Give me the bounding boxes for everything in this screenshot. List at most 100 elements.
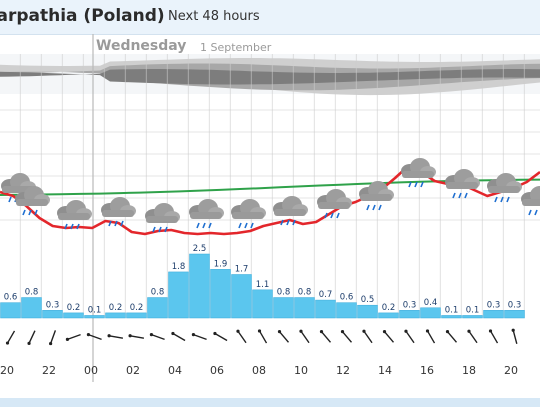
cloud-rain-icon bbox=[487, 173, 522, 203]
time-axis-label: 20 bbox=[0, 364, 14, 377]
precip-value-label: 0.2 bbox=[130, 303, 144, 313]
time-axis-label: 08 bbox=[252, 364, 266, 377]
cloud-rain-icon bbox=[359, 181, 394, 211]
rain-drop bbox=[164, 226, 168, 233]
wind-direction-arrow bbox=[467, 329, 478, 344]
rain-drop bbox=[76, 223, 80, 230]
wind-arrow-head bbox=[149, 333, 154, 337]
wind-arrow-head bbox=[362, 329, 366, 333]
forecast-range-label: Next 48 hours bbox=[168, 9, 260, 24]
precip-value-label: 0.5 bbox=[361, 295, 375, 305]
cloud-base bbox=[16, 199, 48, 206]
cloud-base bbox=[146, 216, 178, 223]
rain-drop bbox=[324, 212, 328, 219]
rain-drop bbox=[64, 223, 68, 230]
wind-direction-arrow bbox=[128, 334, 145, 339]
rain-drop bbox=[408, 181, 412, 188]
rain-drop bbox=[70, 223, 74, 230]
wind-arrow-head bbox=[511, 328, 515, 332]
precip-value-label: 0.1 bbox=[88, 305, 102, 315]
precip-value-label: 0.2 bbox=[67, 303, 81, 313]
wind-arrow-head bbox=[488, 329, 493, 333]
rain-drop bbox=[108, 220, 112, 227]
precip-value-label: 0.8 bbox=[277, 288, 291, 298]
cloud-base bbox=[102, 210, 134, 217]
time-axis-label: 12 bbox=[336, 364, 350, 377]
precip-value-label: 0.8 bbox=[151, 288, 165, 298]
precip-bar bbox=[315, 299, 336, 319]
time-axis-label: 06 bbox=[210, 364, 224, 377]
wind-arrow-shaft bbox=[67, 333, 81, 341]
cloud-base bbox=[274, 209, 306, 216]
wind-direction-arrow bbox=[319, 330, 332, 343]
cloud-base bbox=[402, 171, 434, 178]
rain-drop bbox=[202, 222, 206, 229]
precip-bar bbox=[462, 315, 483, 319]
precip-value-label: 0.1 bbox=[466, 305, 480, 315]
precip-bar bbox=[0, 302, 21, 319]
wind-direction-arrow bbox=[277, 330, 290, 343]
precip-value-label: 0.3 bbox=[46, 300, 60, 310]
cloud-rain-icon bbox=[189, 199, 224, 229]
wind-arrow-shaft bbox=[258, 330, 268, 344]
wind-direction-arrow bbox=[257, 329, 268, 344]
precip-bar bbox=[483, 310, 504, 319]
rain-drop bbox=[420, 181, 424, 188]
wind-arrow-shaft bbox=[49, 330, 57, 344]
precip-bar bbox=[147, 297, 168, 319]
wind-direction-arrow bbox=[5, 330, 16, 345]
precip-bar bbox=[168, 271, 189, 319]
wind-direction-arrow bbox=[340, 330, 353, 343]
cloud-rain-icon bbox=[445, 169, 480, 199]
wind-arrow-shaft bbox=[405, 330, 415, 344]
time-axis-label: 00 bbox=[84, 364, 98, 377]
rain-drop bbox=[158, 226, 162, 233]
wind-arrow-shaft bbox=[129, 335, 145, 339]
date-label: 1 September bbox=[200, 41, 272, 54]
rain-drop bbox=[34, 209, 38, 216]
time-axis-label: 22 bbox=[42, 364, 56, 377]
precip-value-label: 1.8 bbox=[172, 262, 186, 272]
rain-drop bbox=[378, 204, 382, 211]
time-axis-label: 04 bbox=[168, 364, 182, 377]
precip-value-label: 0.6 bbox=[4, 293, 18, 303]
precip-value-label: 0.1 bbox=[445, 305, 459, 315]
precip-value-label: 0.3 bbox=[403, 300, 417, 310]
wind-direction-arrow bbox=[191, 333, 207, 341]
precip-bar bbox=[504, 310, 525, 319]
wind-arrow-shaft bbox=[341, 331, 353, 343]
wind-direction-arrow bbox=[382, 330, 395, 343]
wind-arrow-shaft bbox=[446, 331, 458, 343]
precip-value-label: 0.7 bbox=[319, 290, 333, 300]
time-axis-label: 14 bbox=[378, 364, 392, 377]
wind-arrow-shaft bbox=[108, 335, 124, 339]
cloud-rain-icon bbox=[273, 196, 308, 226]
rain-drop bbox=[494, 196, 498, 203]
wind-direction-arrow bbox=[425, 329, 436, 344]
rain-drop bbox=[152, 226, 156, 233]
wind-arrow-head bbox=[27, 341, 31, 345]
wind-arrow-shaft bbox=[6, 330, 16, 344]
rain-drop bbox=[208, 222, 212, 229]
rain-drop bbox=[528, 209, 532, 216]
wind-direction-arrow bbox=[65, 333, 81, 341]
wind-arrow-head bbox=[445, 330, 450, 334]
precip-bar bbox=[189, 253, 210, 319]
precip-value-label: 0.2 bbox=[382, 303, 396, 313]
cloud-base bbox=[190, 212, 222, 219]
forecast-header: Carpathia (Poland) Next 48 hours bbox=[0, 0, 540, 35]
wind-arrow-shaft bbox=[278, 331, 290, 343]
wind-arrow-head bbox=[5, 341, 10, 345]
wind-arrow-shaft bbox=[237, 330, 247, 344]
time-axis-label: 18 bbox=[462, 364, 476, 377]
time-axis-label: 10 bbox=[294, 364, 308, 377]
wind-arrow-shaft bbox=[172, 332, 186, 342]
wind-arrow-shaft bbox=[426, 330, 436, 344]
wind-panel bbox=[0, 318, 540, 356]
wind-arrow-shaft bbox=[512, 330, 518, 344]
cloud-base bbox=[360, 194, 392, 201]
rain-drop bbox=[506, 196, 510, 203]
wind-arrow-shaft bbox=[193, 333, 207, 341]
precip-bar bbox=[399, 310, 420, 319]
precip-value-label: 0.4 bbox=[424, 298, 438, 308]
